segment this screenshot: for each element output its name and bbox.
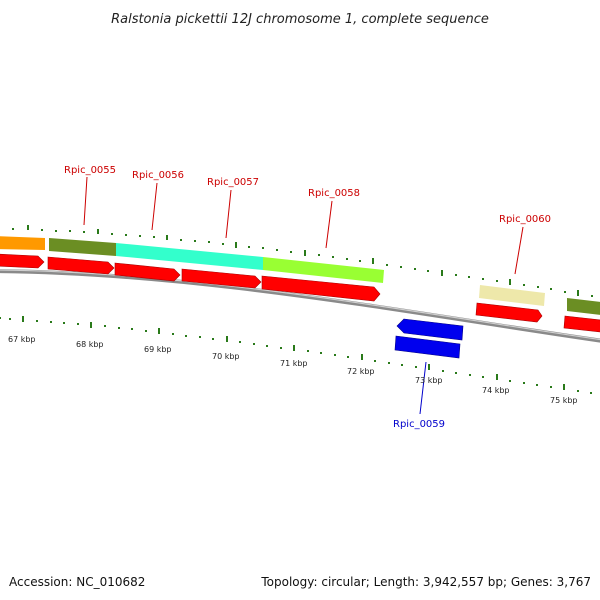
tick-major [166, 235, 168, 240]
tick-major [428, 364, 430, 370]
leader-rpic-0058 [325, 200, 333, 249]
gene-feature-next[interactable] [567, 298, 600, 316]
gene-label-rpic-0056[interactable]: Rpic_0056 [132, 170, 184, 181]
gene-feature-track [0, 236, 600, 316]
tick-major [235, 242, 237, 248]
chromosome-backbone [0, 269, 600, 343]
kbp-label-71: 71 kbp [280, 359, 308, 368]
tick-major [97, 229, 99, 234]
chromosome-backbone-highlight [0, 269, 600, 341]
outer-tick-track [12, 225, 593, 297]
kbp-label-67: 67 kbp [8, 335, 36, 344]
reverse-gene-block[interactable] [394, 335, 461, 359]
tick-major [496, 374, 498, 380]
accession-text: Accession: NC_010682 [9, 575, 145, 589]
cds-arrow[interactable] [181, 268, 262, 289]
tick-major [22, 316, 24, 322]
leader-rpic-0059 [419, 361, 427, 415]
kbp-label-74: 74 kbp [482, 386, 510, 395]
kbp-labels: 67 kbp 68 kbp 69 kbp 70 kbp 71 kbp 72 kb… [8, 335, 578, 405]
gene-feature-0060[interactable] [479, 285, 545, 306]
gene-feature-0055[interactable] [49, 238, 116, 256]
tick-major [293, 345, 295, 351]
cds-track [0, 253, 600, 333]
gene-feature-orange[interactable] [0, 236, 45, 250]
tick-major [361, 354, 363, 360]
gene-label-rpic-0059[interactable]: Rpic_0059 [393, 419, 445, 430]
tick-major [304, 250, 306, 256]
gene-label-rpic-0058[interactable]: Rpic_0058 [308, 188, 360, 199]
leader-rpic-0055 [83, 176, 88, 226]
topology-text: Topology: circular; Length: 3,942,557 bp… [260, 575, 591, 589]
tick-major [226, 336, 228, 342]
tick-major [441, 270, 443, 276]
tick-major [90, 322, 92, 328]
tick-major [27, 225, 29, 230]
leader-rpic-0057 [225, 189, 232, 239]
cds-arrow[interactable] [261, 275, 381, 302]
cds-arrow[interactable] [563, 315, 600, 333]
kbp-label-72: 72 kbp [347, 367, 375, 376]
tick-major [158, 328, 160, 334]
cds-arrow[interactable] [47, 256, 115, 275]
gene-feature-0056[interactable] [116, 243, 263, 270]
reverse-gene-arrow[interactable] [396, 318, 464, 341]
kbp-label-69: 69 kbp [144, 345, 172, 354]
kbp-label-75: 75 kbp [550, 396, 578, 405]
reverse-feature-track [394, 318, 464, 359]
kbp-label-68: 68 kbp [76, 340, 104, 349]
gene-labels: Rpic_0055 Rpic_0056 Rpic_0057 Rpic_0058 … [64, 165, 551, 430]
inner-tick-track [0, 316, 592, 394]
gene-label-rpic-0055[interactable]: Rpic_0055 [64, 165, 116, 176]
label-leaders [83, 176, 524, 415]
leader-rpic-0056 [151, 182, 158, 231]
kbp-label-70: 70 kbp [212, 352, 240, 361]
cds-arrow[interactable] [475, 302, 543, 323]
kbp-label-73: 73 kbp [415, 376, 443, 385]
gene-label-rpic-0060[interactable]: Rpic_0060 [499, 214, 551, 225]
leader-rpic-0060 [514, 226, 524, 275]
map-title: Ralstonia pickettii 12J chromosome 1, co… [111, 12, 489, 27]
gene-feature-0057[interactable] [263, 257, 384, 283]
tick-major [372, 258, 374, 264]
cds-arrow[interactable] [0, 253, 45, 269]
cds-arrow[interactable] [114, 262, 181, 282]
gene-label-rpic-0057[interactable]: Rpic_0057 [207, 177, 259, 188]
tick-major [563, 384, 565, 390]
tick-major [509, 279, 511, 285]
tick-major [577, 290, 579, 296]
